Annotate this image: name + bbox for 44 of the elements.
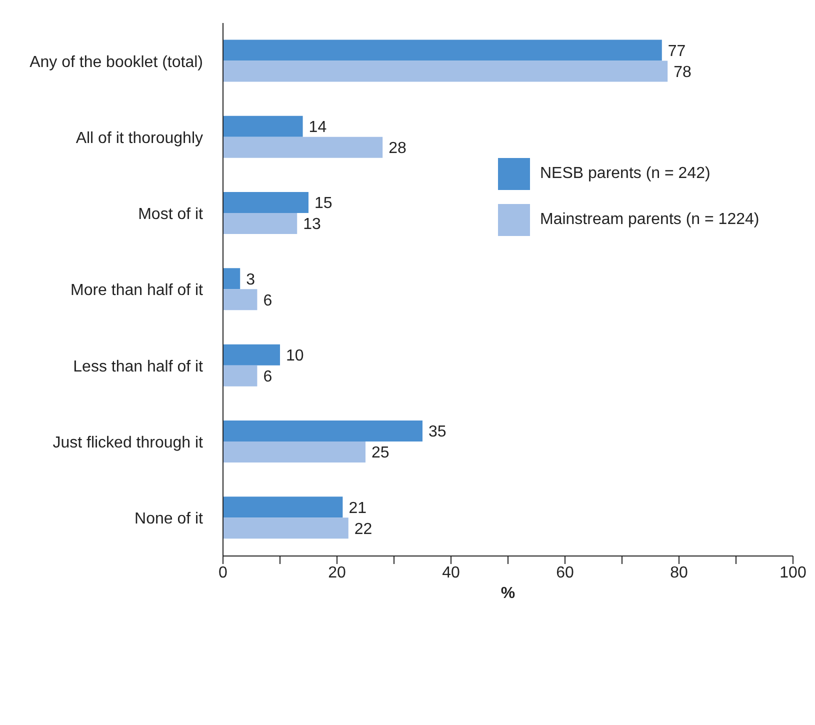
data-label: 13 — [303, 216, 321, 234]
x-tick-label: 0 — [218, 564, 228, 582]
data-label: 35 — [428, 424, 446, 441]
data-label: 22 — [354, 520, 372, 538]
data-label: 25 — [372, 444, 390, 462]
bar — [223, 420, 422, 442]
data-label: 3 — [246, 271, 256, 288]
bar — [223, 60, 668, 82]
y-tick-label: More than half of it — [70, 282, 204, 300]
data-label: 14 — [308, 119, 327, 136]
bar — [223, 268, 240, 290]
bar — [223, 365, 258, 386]
data-label: 78 — [674, 64, 692, 81]
bar — [223, 518, 348, 539]
bar — [223, 192, 308, 214]
y-tick-label: Just flicked through it — [52, 434, 204, 452]
bar — [223, 289, 258, 310]
x-tick-label: 40 — [442, 564, 460, 582]
bar — [223, 116, 303, 137]
legend-label: Mainstream parents (n = 1224) — [540, 211, 760, 229]
bar — [223, 213, 298, 234]
x-tick-label: 100 — [780, 564, 806, 582]
data-label: 77 — [668, 42, 686, 60]
bar — [223, 496, 343, 518]
bar — [223, 136, 383, 158]
bar — [223, 40, 662, 61]
data-label: 6 — [263, 368, 272, 386]
data-label: 10 — [286, 348, 304, 365]
bar — [223, 441, 366, 462]
data-label: 6 — [263, 292, 272, 310]
y-tick-label: None of it — [134, 510, 204, 528]
y-tick-label: Most of it — [138, 206, 204, 224]
x-tick-label: 60 — [556, 564, 574, 582]
data-label: 21 — [348, 500, 367, 517]
data-label: 15 — [314, 195, 332, 212]
x-tick-label: 80 — [670, 564, 688, 582]
x-tick-label: 20 — [328, 564, 346, 582]
y-tick-label: Less than half of it — [73, 358, 204, 376]
bar — [223, 344, 280, 366]
data-label: 28 — [388, 140, 406, 158]
x-axis-title: % — [500, 585, 516, 602]
y-tick-label: All of it thoroughly — [76, 130, 203, 147]
legend-label: NESB parents (n = 242) — [540, 165, 710, 183]
y-tick-label: Any of the booklet (total) — [30, 54, 203, 71]
